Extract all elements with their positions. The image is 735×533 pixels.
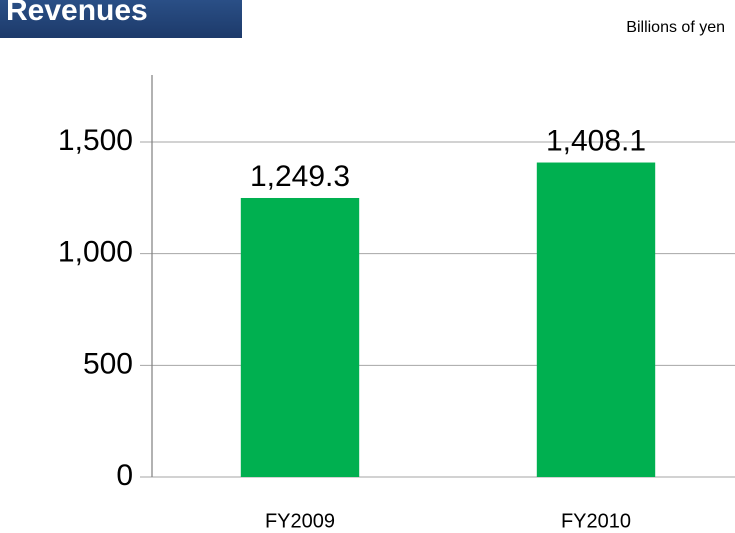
y-tick-label: 1,500 <box>58 124 133 157</box>
chart-title: Revenues <box>6 0 148 27</box>
x-tick-label: FY2010 <box>561 510 631 532</box>
y-tick-label: 1,000 <box>58 236 133 269</box>
y-tick-label: 0 <box>116 459 133 492</box>
bar <box>536 162 656 477</box>
data-label: 1,408.1 <box>546 124 646 157</box>
x-tick-label: FY2009 <box>265 510 335 532</box>
unit-label: Billions of yen <box>626 19 725 36</box>
bar <box>240 197 360 477</box>
title-box <box>0 0 242 38</box>
data-label: 1,249.3 <box>250 160 350 193</box>
y-tick-label: 500 <box>83 347 133 380</box>
